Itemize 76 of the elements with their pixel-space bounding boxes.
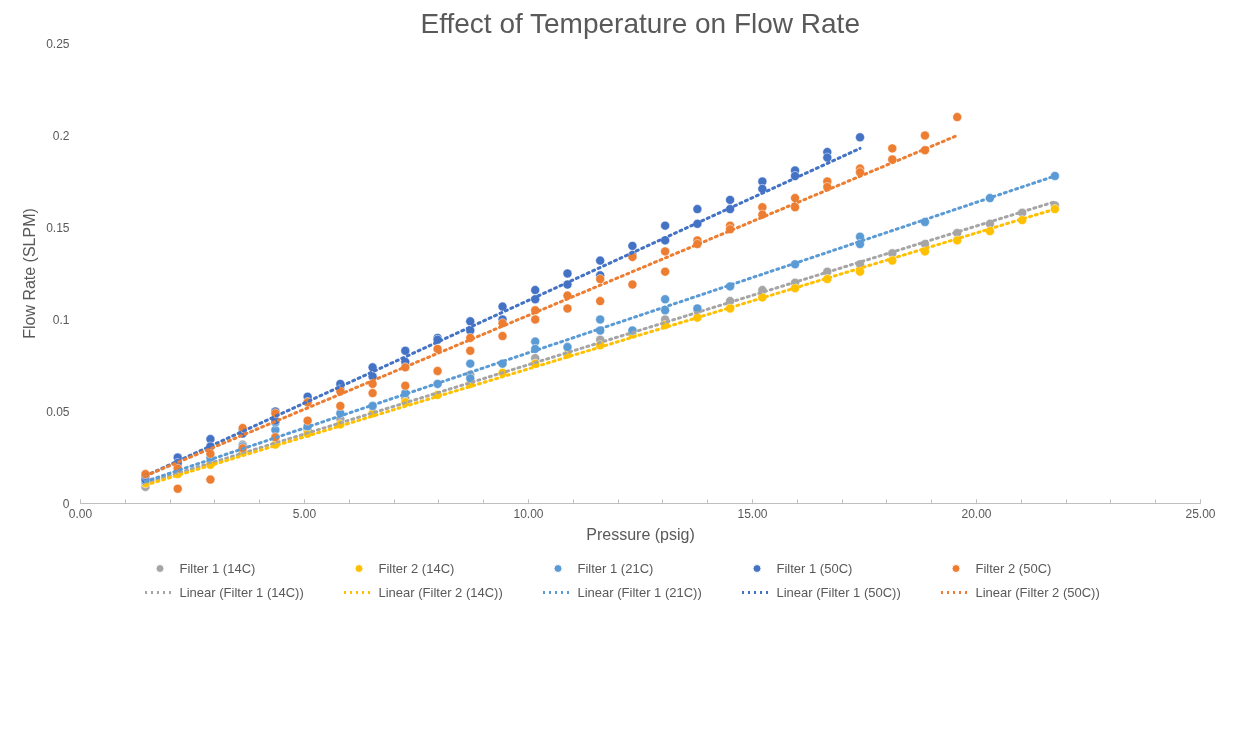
x-tick-label: 0.00 [68,506,93,521]
point [205,449,216,459]
point [790,202,800,212]
point [855,231,865,242]
point [562,303,573,314]
legend-label: Filter 2 (14C) [378,560,456,576]
legend-label: Linear (Filter 1 (14C)) [179,584,305,600]
legend-label: Linear (Filter 1 (21C)) [577,584,703,600]
point [660,235,670,246]
point [692,204,703,214]
point [497,331,508,341]
point [1050,204,1060,214]
point [1050,171,1060,181]
y-tick-label: 0.25 [46,37,70,51]
point [562,268,573,279]
point [887,143,898,154]
y-tick-label: 0.2 [52,129,70,143]
point [627,279,638,290]
legend-label: Filter 1 (14C) [179,560,257,576]
legend-label: Filter 1 (50C) [776,560,854,576]
legend-label: Linear (Filter 1 (50C)) [776,584,902,600]
point [530,314,540,325]
point [595,314,605,325]
point [627,241,638,251]
point [855,167,865,178]
point [790,193,800,203]
point [367,388,378,398]
point [302,415,313,426]
point [335,401,346,411]
point [205,474,216,485]
point [367,362,378,373]
x-tick-label: 10.00 [513,506,544,521]
point [530,285,540,295]
x-tick-label: 20.00 [961,506,992,521]
point [400,346,411,356]
point [855,132,865,143]
point [887,154,898,165]
legend-label: Linear (Filter 2 (50C)) [975,584,1101,600]
y-tick-label: 0 [62,497,70,511]
x-tick-label: 25.00 [1185,506,1216,521]
legend-label: Linear (Filter 2 (14C)) [378,584,504,600]
point [725,204,735,214]
y-tick-label: 0.15 [46,221,70,235]
x-tick-label: 5.00 [292,506,317,521]
point [660,246,670,257]
point [432,366,443,376]
point [985,226,995,236]
chart-title: Effect of Temperature on Flow Rate [420,7,860,39]
y-tick-label: 0.05 [46,405,70,419]
point [497,301,508,312]
point [465,346,476,356]
point [595,296,605,306]
y-tick-label: 0.1 [52,313,70,327]
y-axis-title: Flow Rate (SLPM) [21,208,39,339]
point [757,184,768,194]
legend-label: Filter 1 (21C) [577,560,655,576]
point [400,381,411,391]
point [952,112,962,122]
legend-label: Filter 2 (50C) [975,560,1053,576]
x-axis-title: Pressure (psig) [586,525,695,543]
point [855,266,865,277]
point [172,484,183,494]
point [725,195,735,205]
point [595,255,605,266]
point [595,274,605,284]
x-tick-label: 15.00 [737,506,768,521]
point [660,266,670,277]
point [432,344,443,354]
point [465,358,476,369]
point [660,305,670,316]
point [660,220,670,231]
point [660,294,670,304]
point [920,130,930,141]
point [465,316,476,327]
point [822,152,833,163]
point [887,255,898,266]
